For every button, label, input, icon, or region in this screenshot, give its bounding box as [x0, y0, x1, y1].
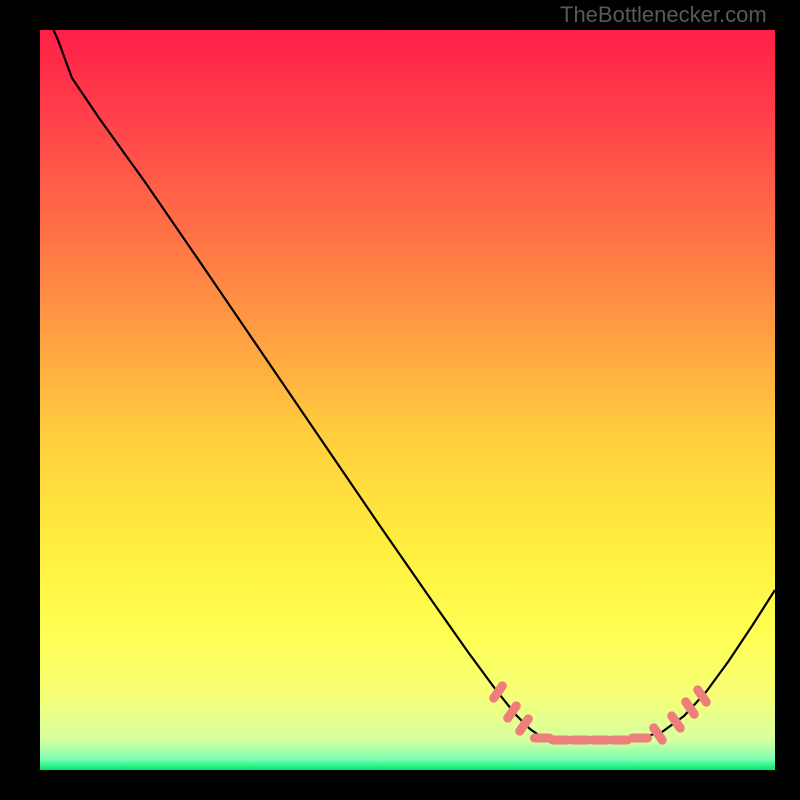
gradient-background: [40, 30, 775, 770]
marker: [628, 734, 652, 743]
chart-svg: [40, 30, 775, 770]
watermark-text: TheBottlenecker.com: [560, 2, 767, 28]
chart-area: [40, 30, 775, 770]
marker-pill: [628, 734, 652, 743]
